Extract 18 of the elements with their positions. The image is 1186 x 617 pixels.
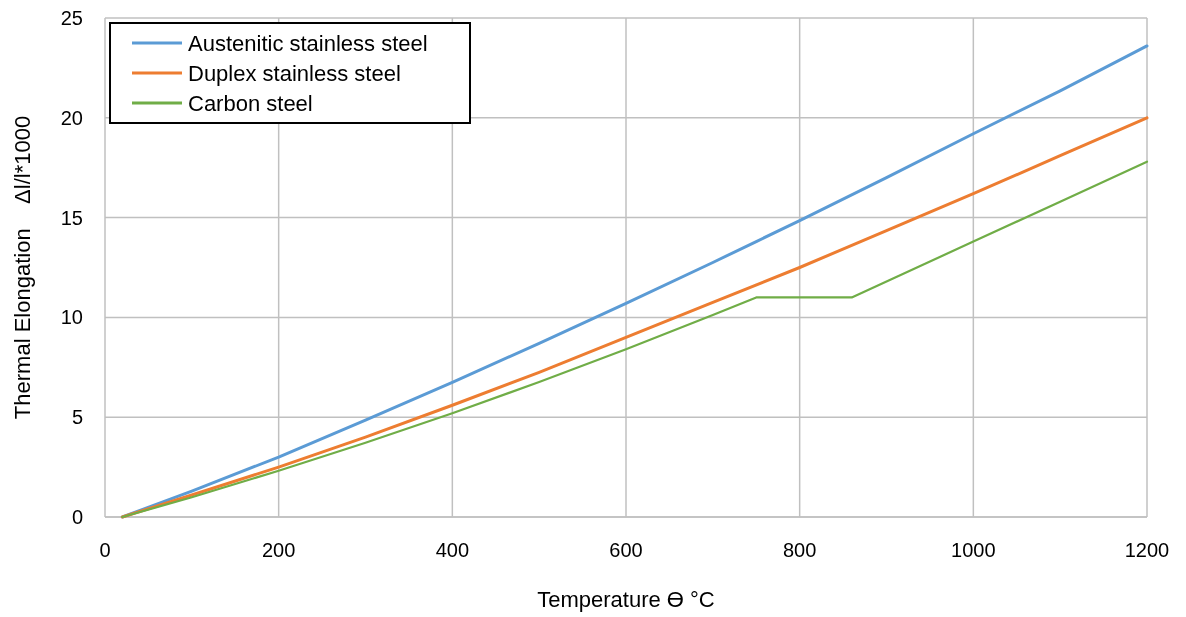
x-tick-label: 400 [435,539,470,561]
x-axis-title: Temperature ϴ °C [537,587,715,612]
y-tick-label: 25 [60,7,83,29]
y-tick-label: 20 [60,106,83,129]
x-tick-label: 800 [782,539,817,561]
y-tick-label: 5 [71,406,83,429]
legend-label: Carbon steel [188,91,313,116]
x-tick-label: 600 [609,539,643,561]
x-tick-label: 0 [99,539,111,561]
x-tick-label: 1000 [951,539,996,561]
x-tick-label: 1200 [1124,539,1170,561]
x-tick-label: 200 [261,539,296,561]
y-tick-label: 10 [60,306,83,329]
y-tick-label: 15 [60,206,83,229]
y-axis-title: Thermal Elongation Δl/l*1000 [10,115,35,420]
legend-label: Duplex stainless steel [188,61,401,86]
legend-label: Austenitic stainless steel [188,31,428,56]
y-tick-label: 0 [71,506,83,528]
